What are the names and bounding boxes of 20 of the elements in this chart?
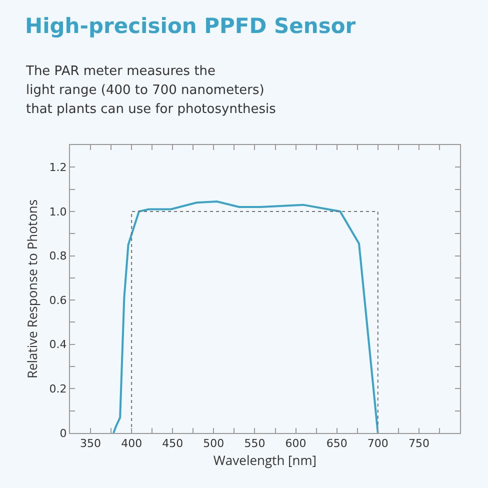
y-tick-label: 0.4 bbox=[49, 338, 67, 352]
y-tick-label: 1.2 bbox=[49, 161, 67, 174]
x-tick-label: 400 bbox=[121, 437, 142, 450]
x-tick-label: 450 bbox=[162, 437, 184, 450]
x-tick-label: 500 bbox=[203, 437, 224, 450]
x-axis-title: Wavelength [nm] bbox=[213, 450, 317, 469]
x-tick-label: 600 bbox=[285, 437, 306, 450]
y-tick-label: 0.2 bbox=[49, 382, 67, 396]
y-tick-label: 1.0 bbox=[49, 205, 67, 218]
x-tick-label: 700 bbox=[367, 437, 388, 450]
y-axis-title: Relative Response to Photons bbox=[23, 199, 42, 379]
y-tick-label: 0.6 bbox=[49, 294, 67, 307]
y-tick-label: 0.8 bbox=[49, 250, 67, 263]
x-tick-label: 750 bbox=[408, 437, 430, 450]
chart-title: High-precision PPFD Sensor bbox=[25, 14, 356, 38]
x-tick-label: 550 bbox=[244, 437, 266, 450]
x-tick-label: 650 bbox=[326, 437, 348, 450]
chart-subtitle: The PAR meter measures the light range (400 to 700 nanometers) that plants can use for photosynthesis bbox=[26, 63, 276, 119]
x-tick-label: 350 bbox=[80, 437, 102, 450]
y-tick-label: 0 bbox=[60, 426, 67, 440]
